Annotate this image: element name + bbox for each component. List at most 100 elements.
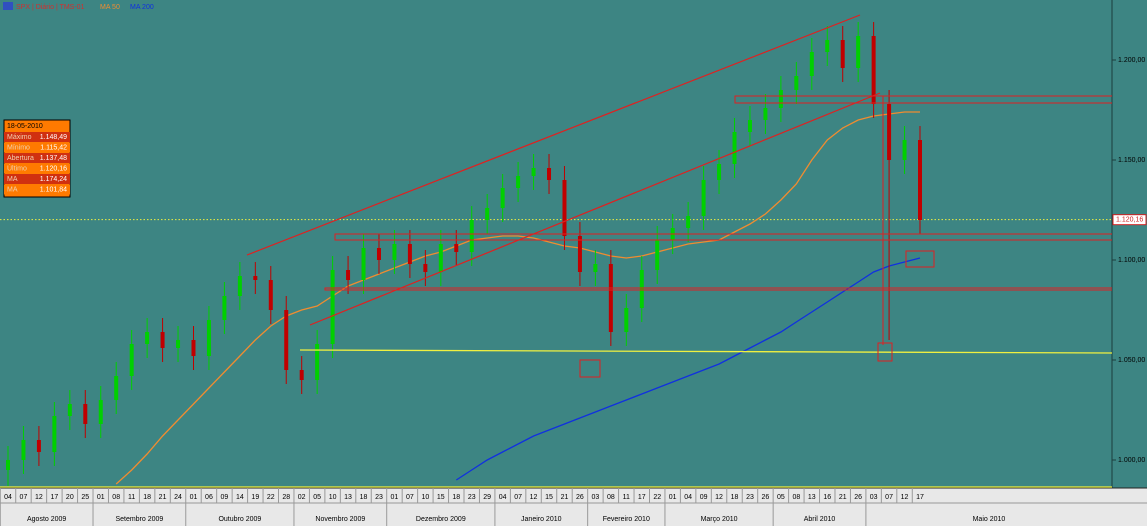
x-tick-label: 02 (298, 494, 306, 501)
candle-body (500, 188, 505, 208)
x-tick-label: 17 (638, 494, 646, 501)
x-tick-label: 04 (684, 494, 692, 501)
candle-body (129, 344, 134, 376)
candle-body (469, 220, 474, 252)
candle-body (52, 416, 57, 452)
x-tick-label: 01 (190, 494, 198, 501)
chart-title: SPX | Diário | TMS-01 (16, 4, 85, 11)
candle-body (206, 320, 211, 356)
x-tick-label: 07 (885, 494, 893, 501)
x-tick-label: 25 (81, 494, 89, 501)
candle-body (655, 240, 660, 270)
candle-body (114, 376, 119, 400)
month-label: Maio 2010 (973, 516, 1006, 523)
candle-body (778, 90, 783, 108)
x-tick-label: 21 (561, 494, 569, 501)
x-tick-label: 17 (50, 494, 58, 501)
legend-label: MA 200 (130, 4, 154, 11)
candle-body (547, 168, 552, 180)
candle-body (871, 36, 876, 104)
candle-body (423, 264, 428, 272)
zone-box (334, 233, 1112, 241)
x-tick-label: 16 (823, 494, 831, 501)
x-tick-label: 05 (777, 494, 785, 501)
candle-body (145, 332, 150, 344)
info-value: 1.174,24 (40, 176, 67, 183)
x-tick-label: 23 (746, 494, 754, 501)
candle-body (284, 310, 289, 370)
info-value: 1.148,49 (40, 134, 67, 141)
x-tick-label: 18 (731, 494, 739, 501)
x-tick-label: 01 (97, 494, 105, 501)
candle-body (747, 120, 752, 132)
x-tick-label: 10 (421, 494, 429, 501)
x-tick-label: 12 (530, 494, 538, 501)
x-tick-label: 10 (329, 494, 337, 501)
candle-body (701, 180, 706, 216)
candle-body (21, 440, 26, 460)
plot (0, 22, 1112, 486)
info-row (4, 132, 70, 142)
x-tick-label: 03 (591, 494, 599, 501)
y-tick-label: 1.100,00 (1118, 257, 1145, 264)
candle-body (918, 140, 922, 220)
candle-body (454, 244, 459, 252)
candle-body (438, 244, 443, 272)
candle-body (608, 264, 613, 332)
x-tick-label: 12 (901, 494, 909, 501)
candle-body (160, 332, 165, 348)
candle-body (268, 280, 273, 310)
candle-body (717, 164, 722, 180)
info-row (4, 163, 70, 174)
info-box: 18-05-2010 Máximo 1.148,49 Mínimo 1.115,42 A… (3, 119, 71, 198)
month-label: Setembro 2009 (115, 516, 163, 523)
candle-body (577, 236, 582, 272)
x-tick-label: 03 (870, 494, 878, 501)
info-value: 1.101,84 (40, 186, 67, 193)
moving-average-line (115, 111, 920, 485)
marker-box (877, 342, 893, 362)
x-tick-label: 08 (112, 494, 120, 501)
x-tick-label: 12 (35, 494, 43, 501)
candle-body (902, 140, 907, 160)
x-tick-label: 14 (236, 494, 244, 501)
x-tick-label: 15 (437, 494, 445, 501)
x-tick-label: 07 (514, 494, 522, 501)
x-tick-label: 07 (20, 494, 28, 501)
info-row (4, 174, 70, 184)
x-tick-label: 18 (452, 494, 460, 501)
moving-average-line (455, 257, 921, 481)
candle-body (253, 276, 258, 280)
candle-body (176, 340, 181, 348)
x-tick-label: 01 (669, 494, 677, 501)
candle-body (856, 36, 861, 68)
candle-body (361, 248, 366, 280)
y-tick-label: 1.150,00 (1118, 157, 1145, 164)
month-label: Janeiro 2010 (521, 516, 562, 523)
support-line (299, 349, 1112, 354)
info-row (4, 142, 70, 153)
x-tick-label: 07 (406, 494, 414, 501)
x-tick-label: 04 (499, 494, 507, 501)
candle-body (315, 344, 320, 380)
candle-body (407, 244, 412, 264)
x-tick-label: 09 (700, 494, 708, 501)
candle-body (624, 308, 629, 332)
x-tick-label: 22 (653, 494, 661, 501)
candle-body (593, 264, 598, 272)
x-tick-label: 28 (282, 494, 290, 501)
month-label: Março 2010 (701, 516, 738, 523)
x-tick-label: 01 (391, 494, 399, 501)
info-label: MA (7, 186, 18, 193)
x-tick-label: 12 (715, 494, 723, 501)
candle-body (840, 40, 845, 68)
x-tick-label: 04 (4, 494, 12, 501)
x-tick-label: 08 (792, 494, 800, 501)
info-row (4, 184, 70, 195)
month-label: Novembro 2009 (315, 516, 365, 523)
last-price-label: 1.120,16 (1116, 217, 1143, 224)
legend-icon (3, 2, 13, 10)
x-tick-label: 05 (313, 494, 321, 501)
candle-body (794, 76, 799, 90)
